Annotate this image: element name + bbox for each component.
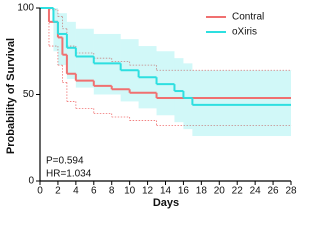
x-tick-label: 16	[178, 186, 190, 197]
x-tick-label: 14	[160, 186, 172, 197]
legend-label: oXiris	[232, 27, 257, 38]
page: {"chart_data": {"type": "step", "x_label…	[4, 2, 297, 209]
confidence-band	[66, 21, 76, 79]
x-tick-label: 26	[268, 186, 280, 197]
x-tick-label: 20	[214, 186, 226, 197]
y-tick-label: 0	[28, 176, 34, 187]
x-tick-label: 12	[142, 186, 154, 197]
annotation: P=0.594	[46, 156, 84, 167]
confidence-band	[183, 63, 193, 130]
x-axis-label: Days	[153, 197, 179, 209]
x-tick-label: 18	[196, 186, 208, 197]
y-tick-label: 50	[23, 89, 35, 100]
x-tick-label: 24	[250, 186, 262, 197]
x-tick-label: 28	[285, 186, 297, 197]
confidence-band	[75, 28, 94, 88]
annotation: HR=1.034	[46, 169, 92, 180]
legend-label: Contral	[232, 12, 264, 23]
x-tick-label: 22	[232, 186, 244, 197]
x-tick-label: 6	[91, 186, 97, 197]
x-tick-label: 2	[55, 186, 61, 197]
y-tick-label: 100	[17, 3, 34, 14]
x-tick-label: 8	[109, 186, 115, 197]
chart: Probability of Survival Days P=0.594 HR=…	[5, 3, 297, 209]
x-tick-label: 10	[124, 186, 136, 197]
x-tick-label: 4	[73, 186, 79, 197]
confidence-band	[53, 8, 58, 52]
y-axis-label: Probability of Survival	[5, 38, 17, 154]
confidence-band	[192, 70, 291, 137]
x-tick-label: 0	[37, 186, 43, 197]
